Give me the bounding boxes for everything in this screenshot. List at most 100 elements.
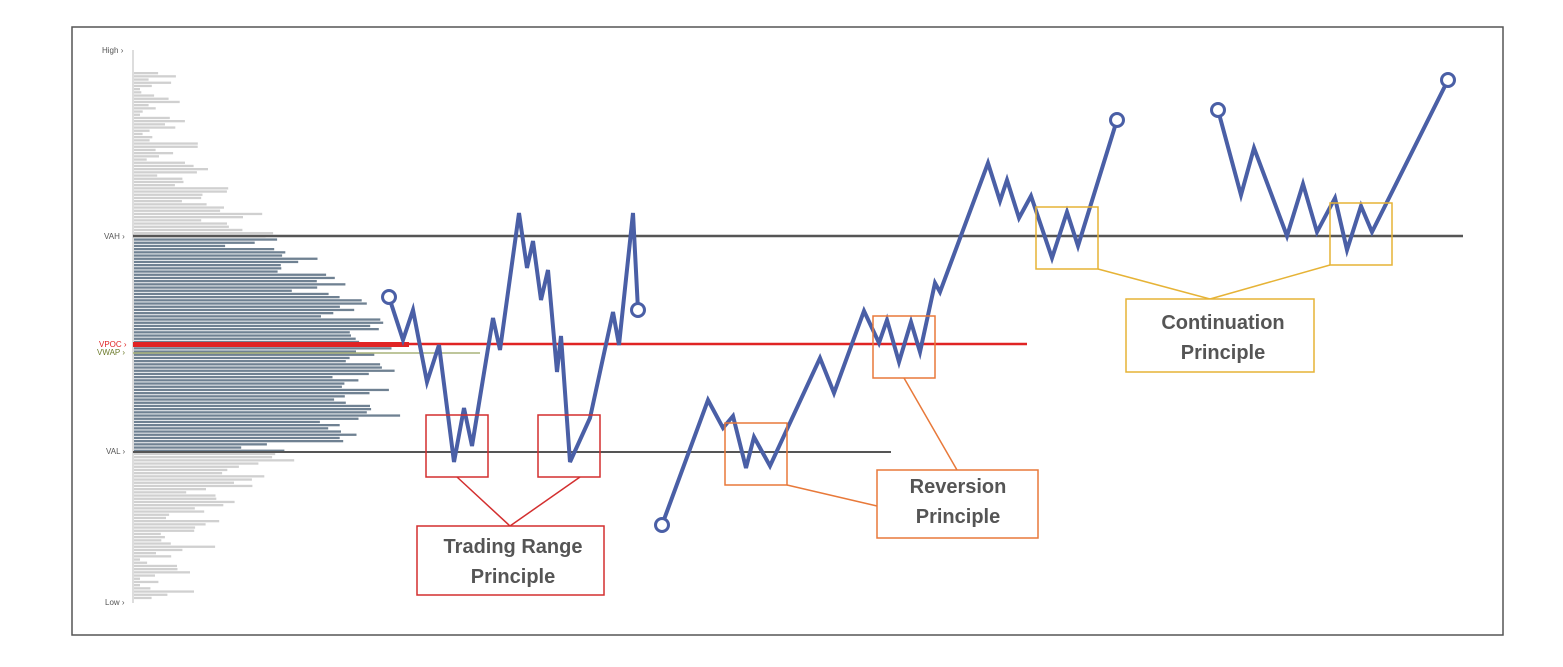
volume-bar: [134, 209, 221, 212]
volume-bar: [134, 369, 395, 372]
volume-bar: [134, 296, 340, 299]
volume-bar: [134, 395, 345, 398]
volume-bar: [134, 72, 159, 75]
volume-bar: [134, 417, 359, 420]
continuation-connector-2: [1209, 264, 1331, 300]
volume-bar: [134, 411, 367, 414]
reversion-connector-1: [786, 484, 878, 507]
volume-bar: [134, 254, 283, 257]
level-labels: High › VAH › VPOC › VWAP › VAL › Low ›: [97, 46, 127, 607]
val-label: VAL ›: [106, 447, 125, 456]
volume-bar: [134, 491, 187, 494]
low-label: Low ›: [105, 598, 125, 607]
volume-bar: [134, 468, 228, 472]
trading-range-label-line2: Principle: [471, 566, 555, 588]
volume-bar: [134, 292, 329, 296]
volume-bar: [134, 200, 182, 203]
volume-bar: [134, 478, 252, 481]
volume-bar: [134, 465, 239, 468]
volume-bar: [134, 353, 375, 356]
volume-bar: [134, 113, 140, 116]
volume-bar: [134, 452, 276, 456]
volume-bar: [134, 548, 183, 552]
volume-bar: [134, 513, 170, 516]
volume-bar: [134, 446, 242, 449]
volume-bar: [134, 257, 318, 260]
volume-bar: [134, 587, 151, 590]
volume-bar: [134, 350, 356, 353]
volume-bar: [134, 190, 227, 193]
reversion-end-point: [1109, 112, 1125, 128]
volume-bar: [134, 529, 195, 532]
volume-bar: [134, 363, 381, 366]
volume-bar: [134, 238, 278, 241]
volume-bar: [134, 142, 198, 145]
volume-bar: [134, 398, 335, 401]
volume-bar: [134, 571, 190, 574]
volume-bar: [134, 206, 224, 209]
volume-bar: [134, 539, 162, 542]
volume-bar: [134, 484, 253, 488]
volume-bar: [134, 110, 143, 113]
volume-bar: [134, 148, 156, 152]
high-label: High ›: [102, 46, 124, 55]
volume-bar: [134, 219, 202, 222]
volume-bar: [134, 88, 140, 91]
continuation-price-path: [1216, 79, 1450, 258]
volume-bar: [134, 475, 265, 478]
volume-bar: [134, 244, 226, 248]
trading-range-start-point: [381, 289, 397, 305]
reversion-example: [654, 112, 1125, 533]
reversion-start-point: [654, 517, 670, 533]
trading-range-label-line1: Trading Range: [444, 536, 583, 558]
continuation-highlight-1: [1035, 206, 1099, 270]
volume-bar: [134, 574, 155, 577]
volume-bar: [134, 593, 168, 596]
volume-bar: [134, 267, 282, 270]
volume-bar: [134, 264, 281, 267]
volume-bar: [134, 75, 176, 78]
volume-bar: [134, 385, 342, 388]
volume-bar: [134, 590, 194, 593]
volume-bar: [134, 187, 229, 190]
volume-bar: [134, 315, 321, 318]
vwap-label: VWAP ›: [97, 348, 125, 357]
volume-bar: [134, 376, 333, 379]
volume-bar: [134, 532, 161, 536]
volume-bar: [134, 497, 217, 500]
volume-bar: [134, 136, 153, 139]
volume-bar: [134, 459, 295, 462]
reversion-label-box: [876, 469, 1039, 539]
volume-bar: [134, 542, 171, 545]
trading-range-connector-2: [509, 476, 581, 527]
volume-bar: [134, 328, 379, 331]
reversion-label-line1: Reversion: [910, 476, 1007, 498]
volume-bar: [134, 251, 286, 254]
volume-bar: [134, 78, 149, 81]
volume-bar: [134, 232, 274, 235]
reversion-label-line2: Principle: [916, 506, 1000, 528]
volume-bar: [134, 155, 159, 158]
volume-bar: [134, 126, 176, 129]
volume-bar: [134, 372, 369, 376]
volume-bar: [134, 507, 195, 510]
volume-bar: [134, 241, 255, 244]
volume-bar: [134, 260, 299, 264]
volume-bar: [134, 526, 196, 529]
reversion-price-path: [660, 119, 1119, 526]
volume-bar: [134, 120, 185, 123]
volume-bar: [134, 488, 206, 491]
volume-bar: [134, 94, 155, 97]
trading-range-example: [381, 212, 646, 463]
volume-bar: [134, 100, 180, 104]
volume-bar: [134, 203, 207, 206]
continuation-label-box: [1125, 298, 1315, 373]
volume-bar: [134, 158, 147, 161]
volume-bar: [134, 408, 372, 411]
reversion-highlight-1: [724, 422, 788, 486]
volume-bar: [134, 276, 335, 280]
volume-bar: [134, 139, 150, 142]
volume-bar: [134, 104, 149, 107]
volume-bar: [134, 379, 359, 382]
volume-bar: [134, 180, 184, 184]
